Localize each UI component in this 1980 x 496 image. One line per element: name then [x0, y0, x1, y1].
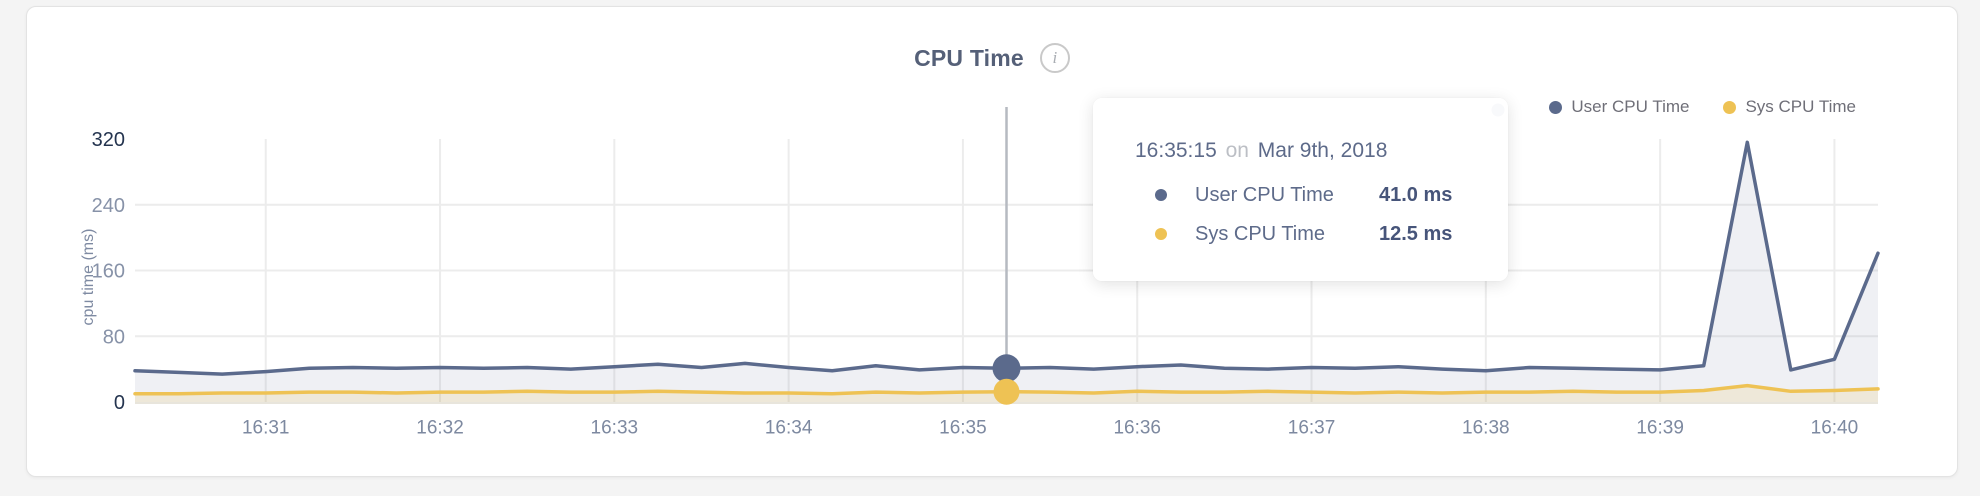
hover-point-user[interactable]: [992, 354, 1021, 383]
y-tick-label: 0: [114, 392, 125, 414]
sys-series-dot-icon: [1723, 100, 1737, 114]
y-tick-label: 240: [92, 195, 125, 217]
legend-item-user-cpu-time[interactable]: User CPU Time: [1549, 97, 1689, 117]
y-tick-label: 320: [92, 129, 125, 151]
x-tick-label: 16:40: [1811, 418, 1859, 439]
tooltip-row-value: 12.5 ms: [1379, 222, 1453, 245]
x-tick-label: 16:31: [242, 418, 290, 439]
x-tick-label: 16:38: [1462, 418, 1510, 439]
chart-tooltip: 16:35:15 on Mar 9th, 2018 User CPU Time …: [1093, 98, 1508, 281]
tooltip-time: 16:35:15: [1135, 139, 1217, 162]
tooltip-header: 16:35:15 on Mar 9th, 2018: [1135, 136, 1508, 166]
tooltip-rows: User CPU Time 41.0 ms Sys CPU Time 12.5 …: [1155, 180, 1508, 249]
legend-item-sys-cpu-time[interactable]: Sys CPU Time: [1723, 97, 1856, 117]
x-tick-label: 16:35: [939, 418, 987, 439]
y-tick-label: 80: [103, 326, 125, 348]
x-tick-label: 16:32: [416, 418, 464, 439]
sys-series-dot-icon: [1155, 228, 1167, 240]
chart-title: CPU Time: [914, 44, 1024, 71]
x-tick-label: 16:36: [1113, 418, 1161, 439]
tooltip-row-label: Sys CPU Time: [1195, 222, 1326, 245]
cpu-time-card: CPU Time i cpu time (ms): [26, 6, 1958, 477]
user-series-dot-icon: [1155, 189, 1167, 201]
info-icon[interactable]: i: [1039, 43, 1070, 73]
tooltip-row-label: User CPU Time: [1195, 183, 1334, 206]
tooltip-conjunction: on: [1225, 139, 1249, 162]
x-tick-label: 16:37: [1288, 418, 1336, 439]
chart-header: CPU Time i: [27, 43, 1957, 73]
chart-legend: User CPU Time Sys CPU Time: [1549, 97, 1856, 117]
hover-point-sys[interactable]: [993, 378, 1020, 405]
tooltip-row-value: 41.0 ms: [1379, 183, 1453, 206]
legend-label-user: User CPU Time: [1571, 97, 1690, 116]
x-tick-label: 16:39: [1636, 418, 1684, 439]
user-series-dot-icon: [1549, 100, 1563, 114]
tooltip-row-user: User CPU Time 41.0 ms: [1155, 180, 1508, 210]
x-tick-label: 16:34: [765, 418, 813, 439]
tooltip-row-sys: Sys CPU Time 12.5 ms: [1155, 219, 1508, 249]
legend-label-sys: Sys CPU Time: [1745, 97, 1856, 116]
user-cpu-area-fill: [135, 142, 1878, 403]
y-tick-label: 160: [92, 261, 125, 283]
tooltip-date: Mar 9th, 2018: [1257, 139, 1388, 162]
x-tick-label: 16:33: [591, 418, 639, 439]
